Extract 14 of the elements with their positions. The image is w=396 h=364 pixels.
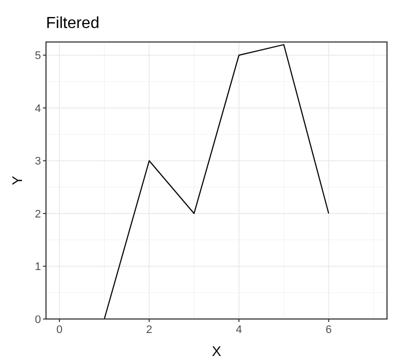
y-tick-label: 3 <box>34 156 41 168</box>
y-axis-title: Y <box>9 175 25 186</box>
y-tick-label: 2 <box>34 208 41 220</box>
x-tick-label: 0 <box>56 324 63 336</box>
x-tick-label: 2 <box>146 324 152 336</box>
y-tick-label: 4 <box>34 102 41 115</box>
line-series <box>104 44 330 320</box>
x-axis-title: X <box>212 343 222 359</box>
chart-title: Filtered <box>46 15 100 32</box>
x-tick-label: 6 <box>326 324 332 336</box>
y-tick-label: 0 <box>34 314 41 326</box>
x-tick-label: 4 <box>236 324 242 336</box>
y-tick-label: 1 <box>34 261 41 274</box>
y-tick-label: 5 <box>34 50 41 62</box>
